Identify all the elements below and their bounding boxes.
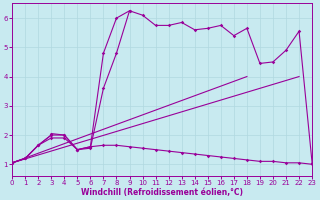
X-axis label: Windchill (Refroidissement éolien,°C): Windchill (Refroidissement éolien,°C) bbox=[81, 188, 243, 197]
